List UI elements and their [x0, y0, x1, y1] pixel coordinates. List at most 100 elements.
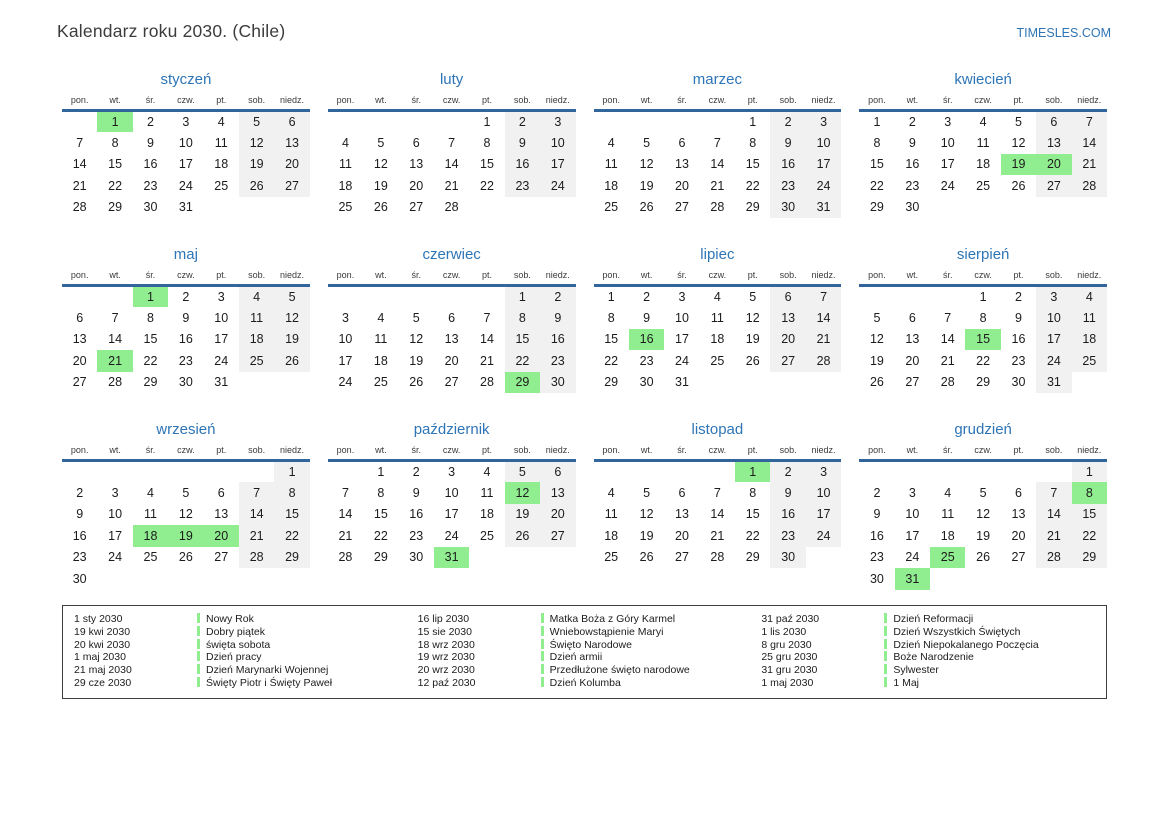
day-cell: 1: [873, 115, 881, 129]
day-cell: 11: [710, 310, 724, 325]
day-cell: 13: [905, 332, 920, 347]
day-cell: 26: [1011, 178, 1026, 193]
day-cell: [62, 286, 97, 308]
legend-holiday-label: Dzień Marynarki Wojennej: [206, 664, 329, 677]
site-link[interactable]: TIMESLES.COM: [1016, 26, 1111, 40]
weekday-header: wt.: [628, 95, 665, 112]
day-cell: 1: [274, 460, 310, 482]
month-table: pon. wt. śr. czw. pt. sob. niedz. 1 2 3 4 5 6 7 8 9 10 11…: [62, 270, 310, 393]
weekday-header: sob.: [238, 445, 275, 462]
day-cell: 3: [944, 115, 952, 129]
day-cell: 10: [1036, 307, 1072, 329]
day-cell: 3: [341, 310, 349, 325]
day-cell: 29: [604, 375, 619, 390]
day-cell: 30: [409, 550, 424, 565]
day-cell: 30: [72, 571, 87, 586]
day-cell: 8: [274, 482, 310, 504]
day-cell: 16: [770, 153, 806, 175]
day-cell: 7: [944, 310, 952, 325]
day-cell: 2: [504, 110, 541, 132]
day-cell: [363, 286, 398, 308]
legend-date: 31 paź 2030: [761, 613, 820, 625]
day-cell: 9: [770, 132, 806, 154]
day-cell: 4: [979, 115, 987, 129]
day-cell: 15: [274, 503, 310, 525]
legend-date: 12 paź 2030: [417, 676, 476, 689]
legend-date: 1 maj 2030: [74, 651, 126, 664]
day-cell: 11: [604, 507, 618, 522]
day-cell: 27: [214, 550, 229, 565]
day-cell: 23: [409, 528, 424, 543]
legend-holiday-label: Święto Narodowe: [549, 638, 632, 651]
day-cell: 22: [480, 178, 494, 193]
day-cell: 21: [1071, 153, 1107, 175]
month-table: pon. wt. śr. czw. pt. sob. niedz. 1 2 3 4 5 6 7 8 9 10 11…: [327, 445, 576, 569]
day-cell: 27: [770, 350, 806, 372]
day-cell: 28: [940, 375, 955, 390]
weekday-header: śr.: [398, 95, 434, 112]
weekday-header: niedz.: [1071, 445, 1107, 462]
day-cell: 19: [639, 178, 654, 193]
legend-item-name: Wniebowstąpienie Maryi: [540, 625, 757, 639]
day-cell: 24: [1036, 350, 1072, 372]
day-cell: [399, 286, 434, 308]
day-cell: 22: [108, 178, 123, 193]
day-cell: 21: [710, 528, 725, 543]
legend-date: 1 maj 2030: [761, 676, 814, 689]
day-cell: 17: [1036, 328, 1072, 350]
weekday-header: pt.: [735, 445, 771, 462]
day-cell: [735, 372, 770, 394]
weekday-header: pon.: [62, 445, 98, 462]
day-cell: 27: [1036, 175, 1072, 197]
day-cell: 28: [480, 375, 494, 390]
day-cell: [540, 547, 575, 569]
day-cell: [133, 461, 168, 483]
day-cell: 26: [178, 550, 193, 565]
weekday-header: czw.: [965, 445, 1001, 462]
day-cell: 9: [643, 310, 651, 325]
day-cell: 20: [444, 353, 459, 368]
day-cell: 24: [214, 353, 229, 368]
weekday-header: wt.: [97, 95, 133, 112]
day-cell: 9: [770, 482, 806, 504]
day-cell: 12: [373, 157, 388, 172]
day-cell: 5: [643, 485, 651, 500]
day-cell: 31: [805, 196, 842, 218]
legend-holiday-label: Dzień armii: [549, 651, 603, 664]
weekday-header: wt.: [97, 445, 133, 462]
day-cell: 25: [1071, 350, 1107, 372]
calendar-grid: styczeń pon. wt. śr. czw. pt. sob. niedz. 1 2 3 4 5 6…: [62, 71, 1107, 592]
day-cell: 28: [805, 350, 842, 372]
day-cell: [239, 461, 274, 483]
legend-holiday-label: Sylwester: [893, 664, 939, 677]
day-cell: [204, 568, 239, 590]
day-cell: 8: [607, 310, 615, 325]
legend-item-name: Dzień Marynarki Wojennej: [197, 664, 413, 677]
day-cell: 3: [182, 115, 190, 129]
weekday-header: pt.: [469, 270, 505, 287]
weekday-header: sob.: [504, 95, 541, 112]
day-cell: 20: [203, 525, 239, 547]
legend-item-name: Święty Piotr i Święty Paweł: [197, 676, 413, 690]
day-cell: [1072, 372, 1107, 394]
day-cell: 7: [111, 310, 119, 325]
weekday-header: pon.: [327, 270, 364, 287]
day-cell: 5: [238, 110, 275, 132]
weekday-header: śr.: [930, 95, 966, 112]
month-table: pon. wt. śr. czw. pt. sob. niedz. 1 2 3 4 5 6 7 8 9 10 11…: [62, 95, 310, 218]
day-cell: 20: [905, 353, 920, 368]
weekday-header: sob.: [770, 445, 806, 462]
weekday-header: czw.: [168, 445, 204, 462]
day-cell: 13: [1036, 132, 1072, 154]
day-cell: 6: [678, 485, 686, 500]
day-cell: 26: [639, 550, 654, 565]
day-cell: [629, 111, 664, 133]
day-cell: [274, 372, 309, 394]
day-cell: 15: [373, 507, 388, 522]
weekday-header: czw.: [433, 445, 470, 462]
day-cell: 10: [805, 482, 842, 504]
day-cell: 10: [940, 135, 955, 150]
day-cell: 23: [72, 550, 87, 565]
day-cell: 9: [504, 132, 541, 154]
weekday-header: pt.: [203, 95, 239, 112]
